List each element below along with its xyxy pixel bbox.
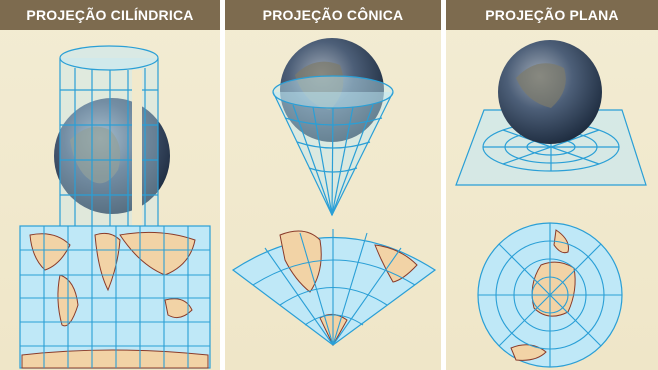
- panel-cylindrical: PROJEÇÃO CILÍNDRICA: [0, 0, 220, 370]
- panel-title: PROJEÇÃO CÔNICA: [225, 0, 441, 30]
- panel-title: PROJEÇÃO CILÍNDRICA: [0, 0, 220, 30]
- panel-title: PROJEÇÃO PLANA: [446, 0, 658, 30]
- projection-cylinder: [59, 45, 159, 240]
- panel-plane: PROJEÇÃO PLANA: [446, 0, 658, 370]
- projection-cone: [272, 75, 394, 217]
- conic-map: [231, 229, 437, 347]
- plane-illustration: [455, 40, 647, 368]
- globe-land: [70, 126, 121, 184]
- projection-plane: [455, 109, 647, 186]
- conic-illustration: [231, 38, 437, 347]
- panel-conic: PROJEÇÃO CÔNICA: [225, 0, 441, 370]
- plane-map: [477, 222, 623, 368]
- cylindrical-illustration: [19, 45, 211, 369]
- cylindrical-map: [19, 225, 211, 369]
